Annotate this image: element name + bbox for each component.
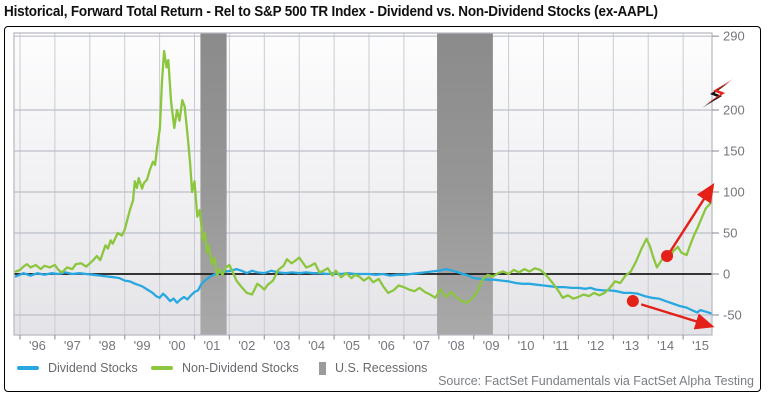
- legend-label: Dividend Stocks: [48, 361, 138, 375]
- legend-label: Non-Dividend Stocks: [182, 361, 299, 375]
- non-dividend-stocks-line-swatch: [151, 366, 173, 370]
- dividend-stocks-line-swatch: [17, 366, 39, 370]
- legend-item-dividend-stocks: Dividend Stocks: [17, 360, 138, 376]
- recession-band-swatch: [319, 361, 326, 375]
- chart-title: Historical, Forward Total Return - Rel t…: [4, 3, 658, 20]
- legend: Dividend Stocks Non-Dividend Stocks U.S.…: [0, 360, 768, 376]
- source-note: Source: FactSet Fundamentals via FactSet…: [438, 374, 754, 388]
- chart-frame: [4, 26, 761, 392]
- legend-item-non-dividend-stocks: Non-Dividend Stocks: [151, 360, 299, 376]
- legend-label: U.S. Recessions: [335, 361, 428, 375]
- legend-item-us-recessions: U.S. Recessions: [319, 360, 427, 376]
